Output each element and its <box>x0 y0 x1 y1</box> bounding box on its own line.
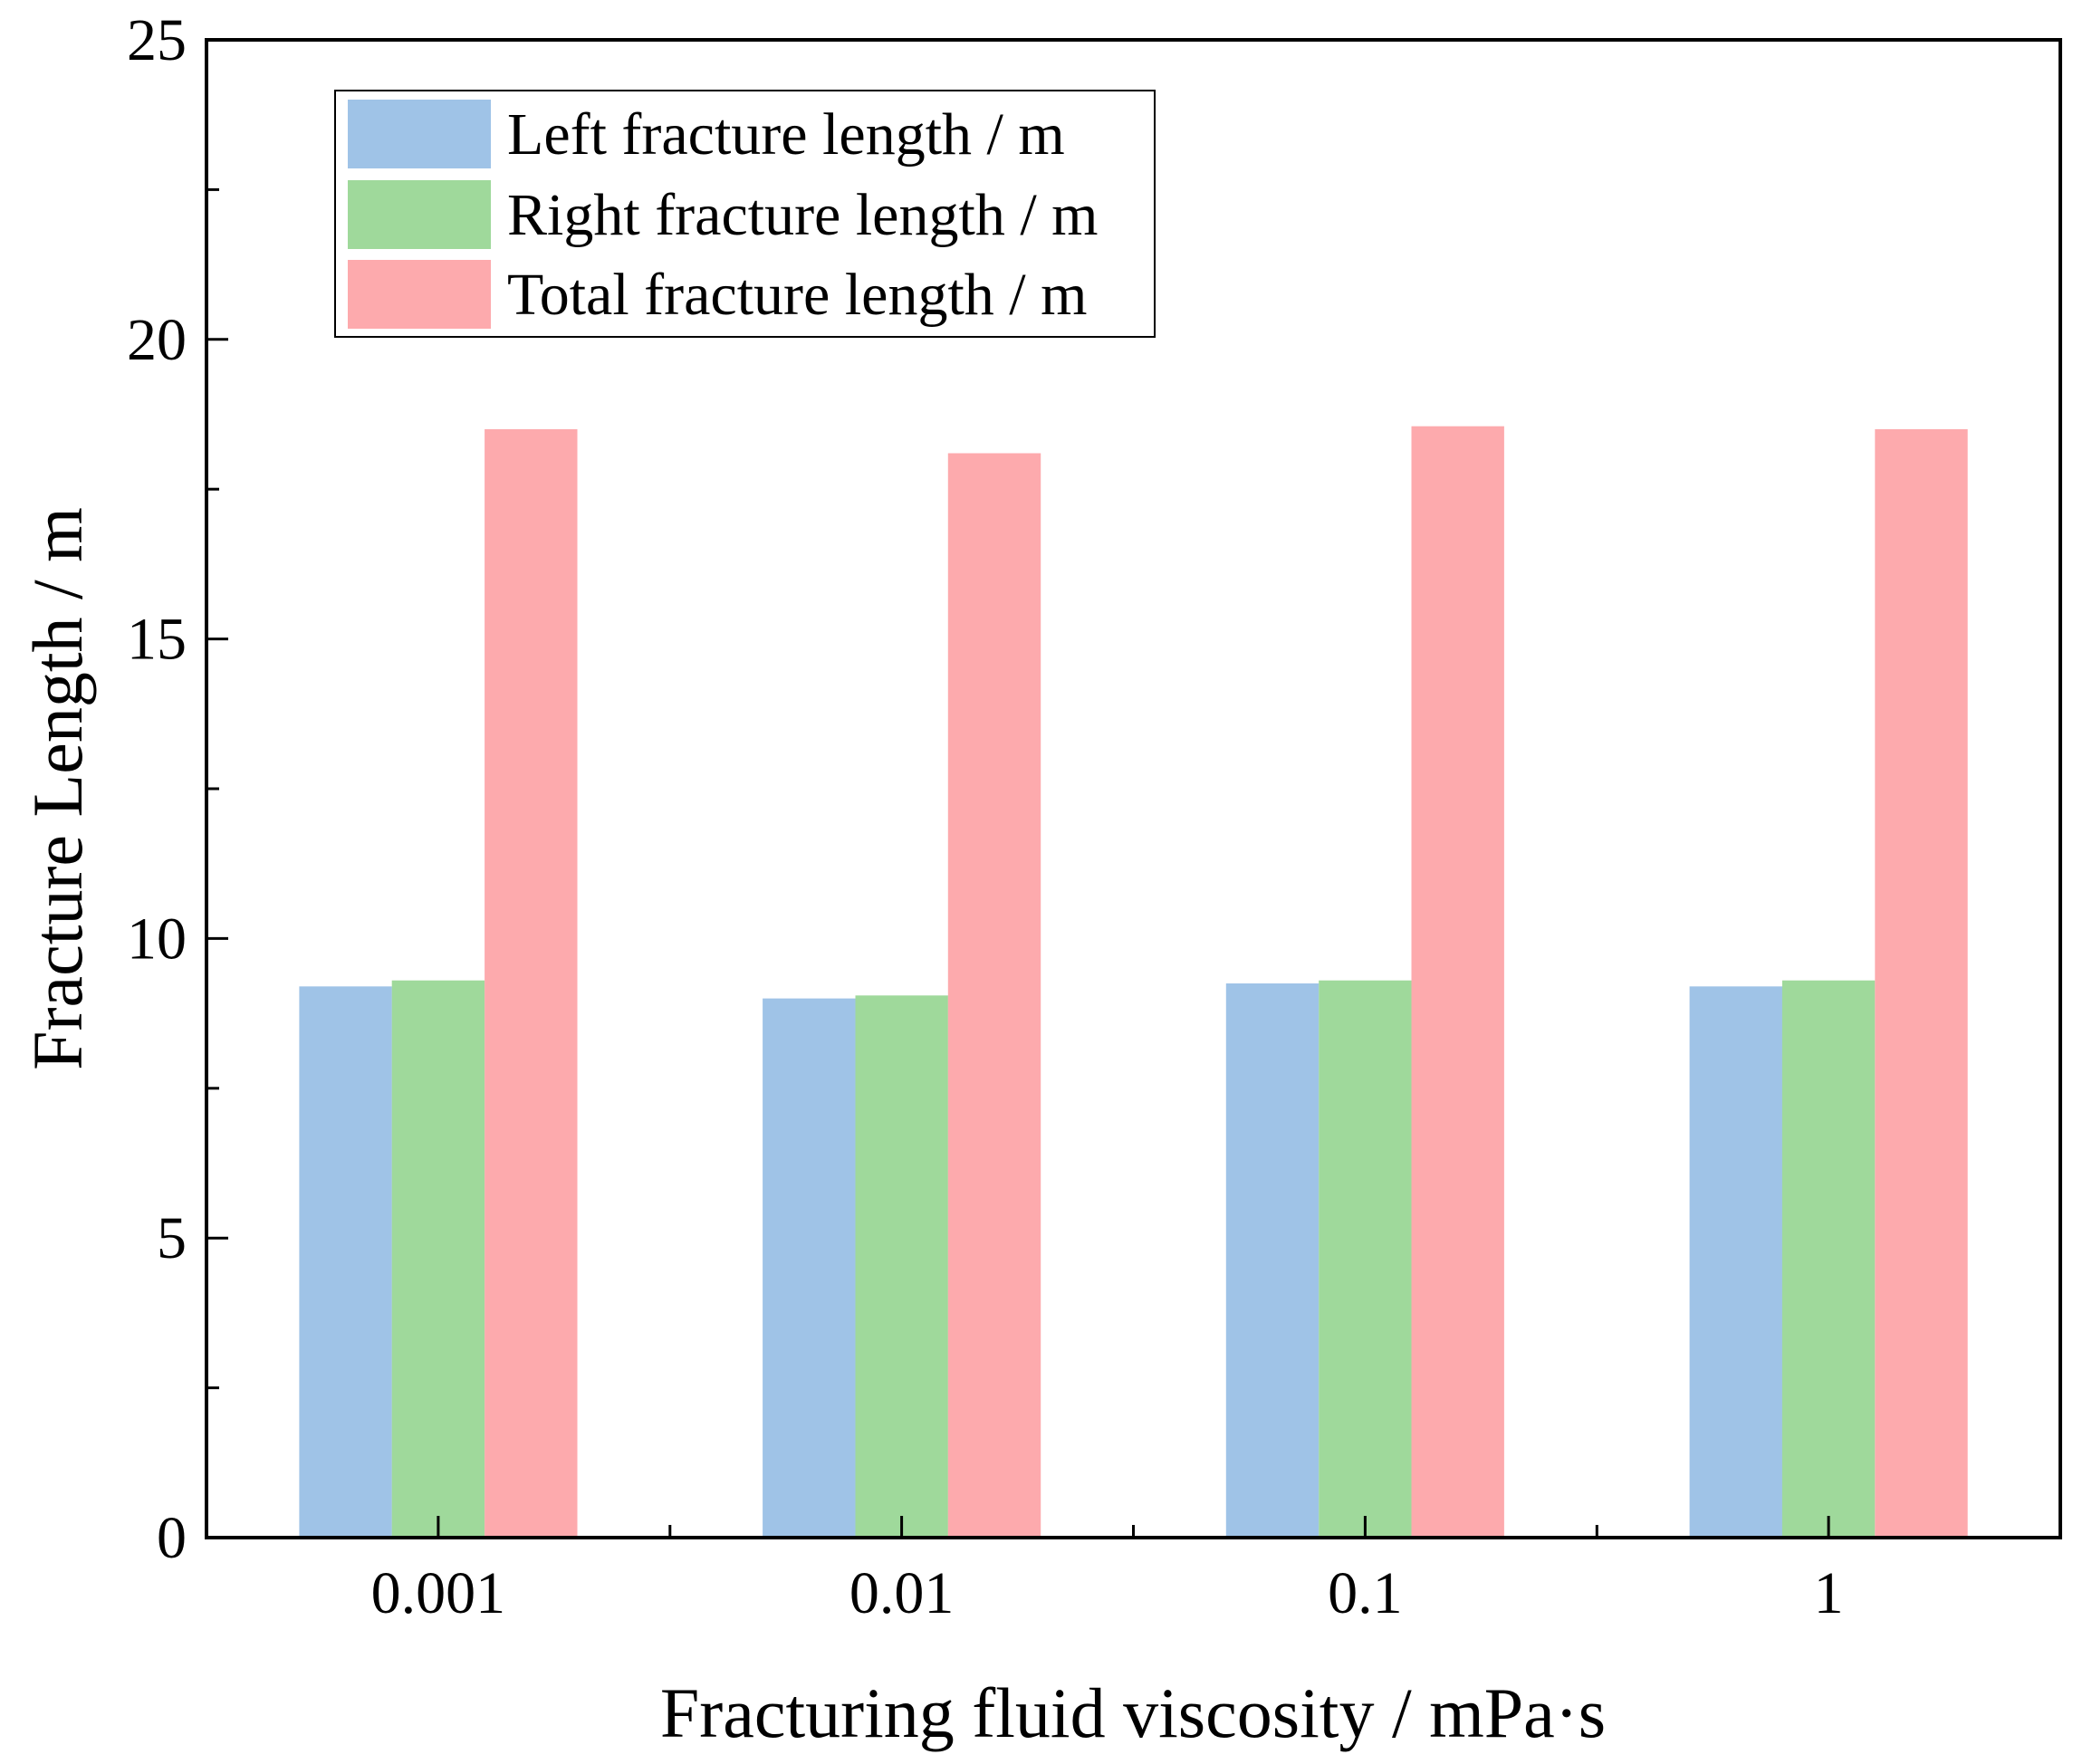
bar-series-0-cat-0 <box>299 986 392 1538</box>
bar-series-2-cat-2 <box>1411 426 1504 1539</box>
x-tick-label: 0.01 <box>849 1560 955 1626</box>
y-tick-label: 15 <box>127 607 187 673</box>
bar-series-0-cat-1 <box>763 998 856 1538</box>
ticks-layer <box>206 38 1830 1539</box>
bar-series-2-cat-1 <box>947 453 1041 1538</box>
bar-series-1-cat-3 <box>1781 980 1876 1538</box>
y-tick-label: 10 <box>127 906 187 972</box>
x-tick-label: 0.001 <box>371 1560 506 1626</box>
y-axis-title: Fracture Length / m <box>18 507 97 1070</box>
y-tick-label: 5 <box>157 1205 187 1271</box>
bar-series-2-cat-3 <box>1875 429 1968 1538</box>
x-tick-label: 1 <box>1814 1560 1844 1626</box>
y-tick-label: 25 <box>127 7 187 73</box>
bar-series-1-cat-0 <box>391 980 485 1538</box>
legend-swatch-left <box>348 100 491 168</box>
tick-labels-layer: 0 5 10 15 20 25 0.001 0.01 0.1 1 <box>127 7 1844 1626</box>
legend-label-right: Right fracture length / m <box>507 182 1099 248</box>
bar-series-2-cat-0 <box>485 429 578 1538</box>
legend-label-total: Total fracture length / m <box>507 262 1087 328</box>
legend-label-left: Left fracture length / m <box>507 101 1065 168</box>
y-tick-label: 0 <box>157 1505 187 1571</box>
bar-series-1-cat-2 <box>1319 980 1412 1538</box>
x-axis-title: Fracturing fluid viscosity / mPa·s <box>660 1673 1606 1752</box>
legend-swatch-total <box>348 260 491 329</box>
legend: Left fracture length / m Right fracture … <box>334 90 1156 338</box>
bar-series-0-cat-2 <box>1225 983 1320 1538</box>
bar-series-1-cat-1 <box>855 995 948 1538</box>
x-tick-label: 0.1 <box>1328 1560 1403 1626</box>
legend-swatch-right <box>348 180 491 249</box>
y-tick-label: 20 <box>127 307 187 373</box>
bars-layer <box>299 426 1968 1539</box>
bar-series-0-cat-3 <box>1689 986 1782 1538</box>
